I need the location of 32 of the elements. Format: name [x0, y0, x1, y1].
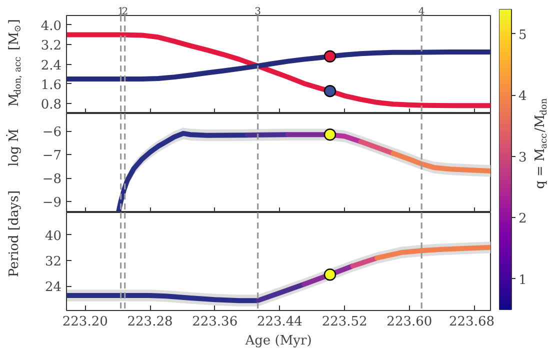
y-tick-label: −9	[42, 195, 62, 210]
annotation: 3	[254, 6, 262, 18]
y-tick-label: 0.8	[40, 98, 62, 113]
y-tick-label: 1.6	[40, 78, 62, 93]
color-bar-label: 2	[518, 212, 527, 227]
x-axis-title: Age (Myr)	[244, 334, 312, 348]
y-tick-label: 2.4	[40, 58, 62, 74]
y-tick-label: 32	[44, 254, 62, 270]
x-tick-label: 223.44	[256, 314, 302, 330]
y-tick-label: 3.2	[40, 38, 62, 54]
annotation: 4	[418, 6, 425, 18]
y-tick-label: −8	[42, 172, 62, 188]
color-bar-label: 1	[518, 272, 527, 288]
y-tick-label: 40	[44, 228, 62, 244]
annotation: 2	[122, 6, 128, 18]
x-tick-label: 223.20	[62, 314, 108, 330]
y-tick-label: 24	[44, 280, 62, 296]
color-bar-label: 3	[518, 150, 527, 166]
color-bar-label: 4	[518, 89, 527, 104]
y-axis-title: Mdon, acc [M⊙]	[7, 19, 24, 107]
y-axis-title: log Ṁ	[6, 128, 22, 166]
x-tick-label: 223.60	[386, 314, 432, 330]
x-tick-label: 223.36	[192, 314, 238, 330]
y-tick-label: −6	[42, 125, 62, 140]
x-tick-label: 223.68	[449, 314, 495, 330]
y-tick-label: −7	[42, 148, 62, 164]
x-tick-label: 223.28	[127, 314, 173, 330]
color-bar-label: 5	[518, 28, 527, 43]
x-tick-label: 223.52	[322, 314, 368, 330]
color-bar-title: q = Macc/Mdon	[533, 98, 550, 189]
y-axis-title: Period [days]	[7, 190, 22, 278]
y-tick-label: 4.0	[40, 18, 62, 34]
